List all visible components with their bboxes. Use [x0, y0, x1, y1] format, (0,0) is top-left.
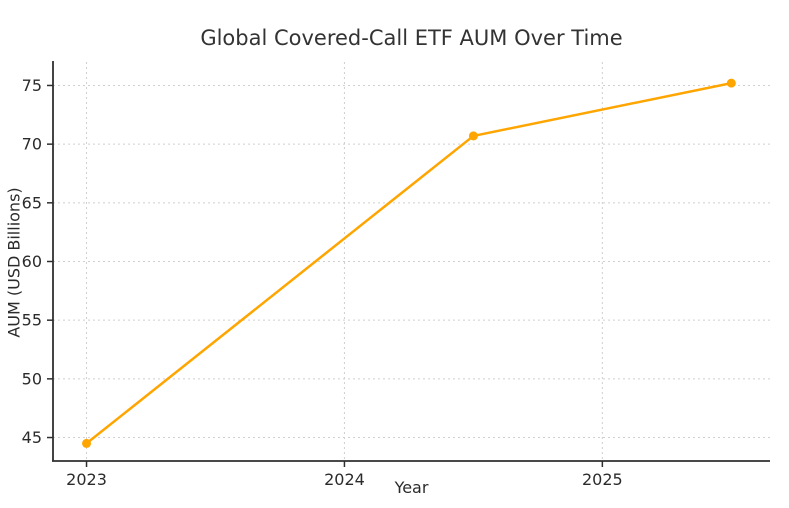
y-tick-label: 70: [22, 135, 42, 154]
x-tick-label: 2024: [324, 470, 365, 489]
y-tick-label: 60: [22, 252, 42, 271]
chart-title: Global Covered-Call ETF AUM Over Time: [200, 26, 623, 50]
y-tick-label: 45: [22, 428, 42, 447]
x-axis-label: Year: [394, 478, 429, 497]
data-line: [85, 81, 733, 445]
y-tick-label: 55: [22, 311, 42, 330]
x-tick-label: 2023: [66, 470, 107, 489]
x-tick-label: 2025: [582, 470, 623, 489]
y-axis-label: AUM (USD Billions): [4, 187, 24, 338]
data-point: [82, 438, 92, 448]
y-tick-label: 65: [22, 193, 42, 212]
data-point: [468, 131, 478, 141]
y-tick-label: 75: [22, 76, 42, 95]
y-tick-label: 50: [22, 369, 42, 388]
data-point: [726, 78, 736, 88]
